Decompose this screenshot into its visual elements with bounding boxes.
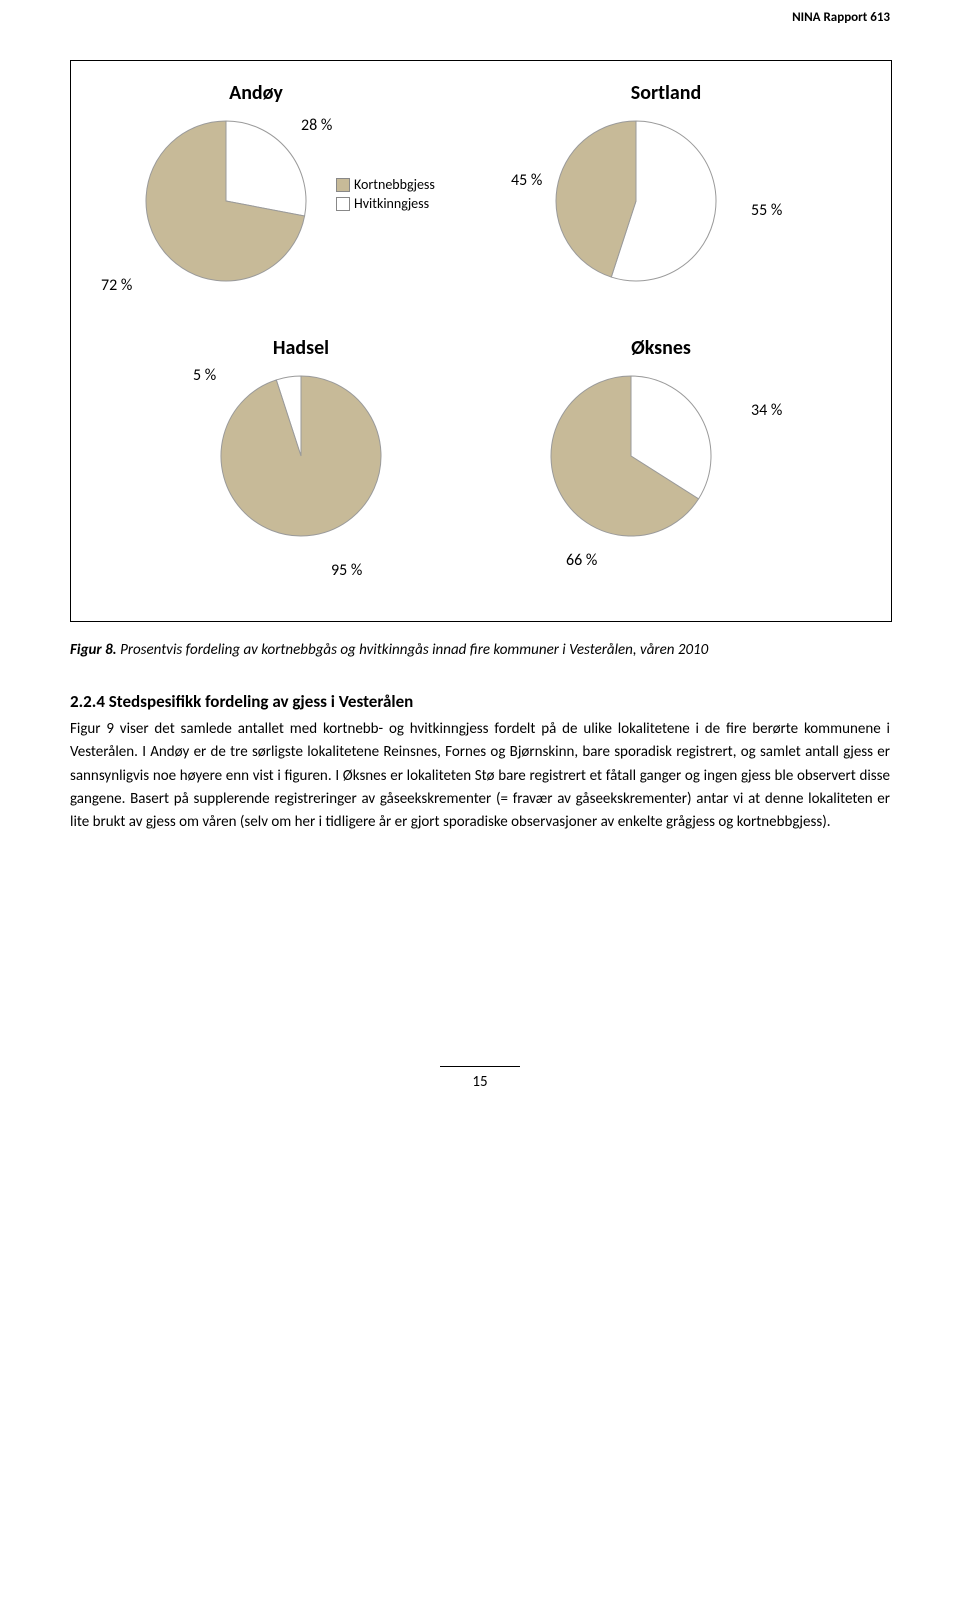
pie-slice-label: 45 %: [511, 171, 542, 190]
caption-label: Figur 8.: [70, 641, 117, 659]
pie-title: Sortland: [596, 81, 736, 105]
pie-title: Andøy: [186, 81, 326, 105]
legend-item: Kortnebbgjess: [336, 176, 435, 193]
legend: Kortnebbgjess Hvitkinngjess: [336, 176, 435, 214]
pie-slice: [226, 121, 306, 216]
pie-chart: [549, 374, 713, 538]
pie-slice-label: 72 %: [101, 276, 132, 295]
report-header: NINA Rapport 613: [792, 10, 890, 25]
section-body: Figur 9 viser det samlede antallet med k…: [70, 718, 890, 834]
section-heading: 2.2.4 Stedspesifikk fordeling av gjess i…: [70, 691, 890, 712]
pie-slice-label: 95 %: [331, 561, 362, 580]
pie-slice-label: 66 %: [566, 551, 597, 570]
pie-chart: [219, 374, 383, 538]
pie-chart: [554, 119, 718, 283]
pie-slice-label: 34 %: [751, 401, 782, 420]
legend-swatch: [336, 197, 350, 211]
pie-chart: [144, 119, 308, 283]
pie-slice: [221, 376, 381, 536]
pie-slice-label: 28 %: [301, 116, 332, 135]
pie-chart-grid: Andøy 28 % 72 % Sortland 55 % 45 % Hadsel 5 % 95…: [70, 60, 892, 622]
legend-item: Hvitkinngjess: [336, 195, 435, 212]
legend-label: Kortnebbgjess: [354, 176, 435, 193]
legend-label: Hvitkinngjess: [354, 195, 429, 212]
pie-title: Øksnes: [591, 336, 731, 360]
pie-slice-label: 55 %: [751, 201, 782, 220]
pie-slice-label: 5 %: [193, 366, 216, 385]
figure-caption: Figur 8. Prosentvis fordeling av kortneb…: [70, 640, 890, 661]
page-number: 15: [70, 1054, 890, 1091]
legend-swatch: [336, 178, 350, 192]
caption-text: Prosentvis fordeling av kortnebbgås og h…: [120, 641, 708, 659]
pie-title: Hadsel: [231, 336, 371, 360]
